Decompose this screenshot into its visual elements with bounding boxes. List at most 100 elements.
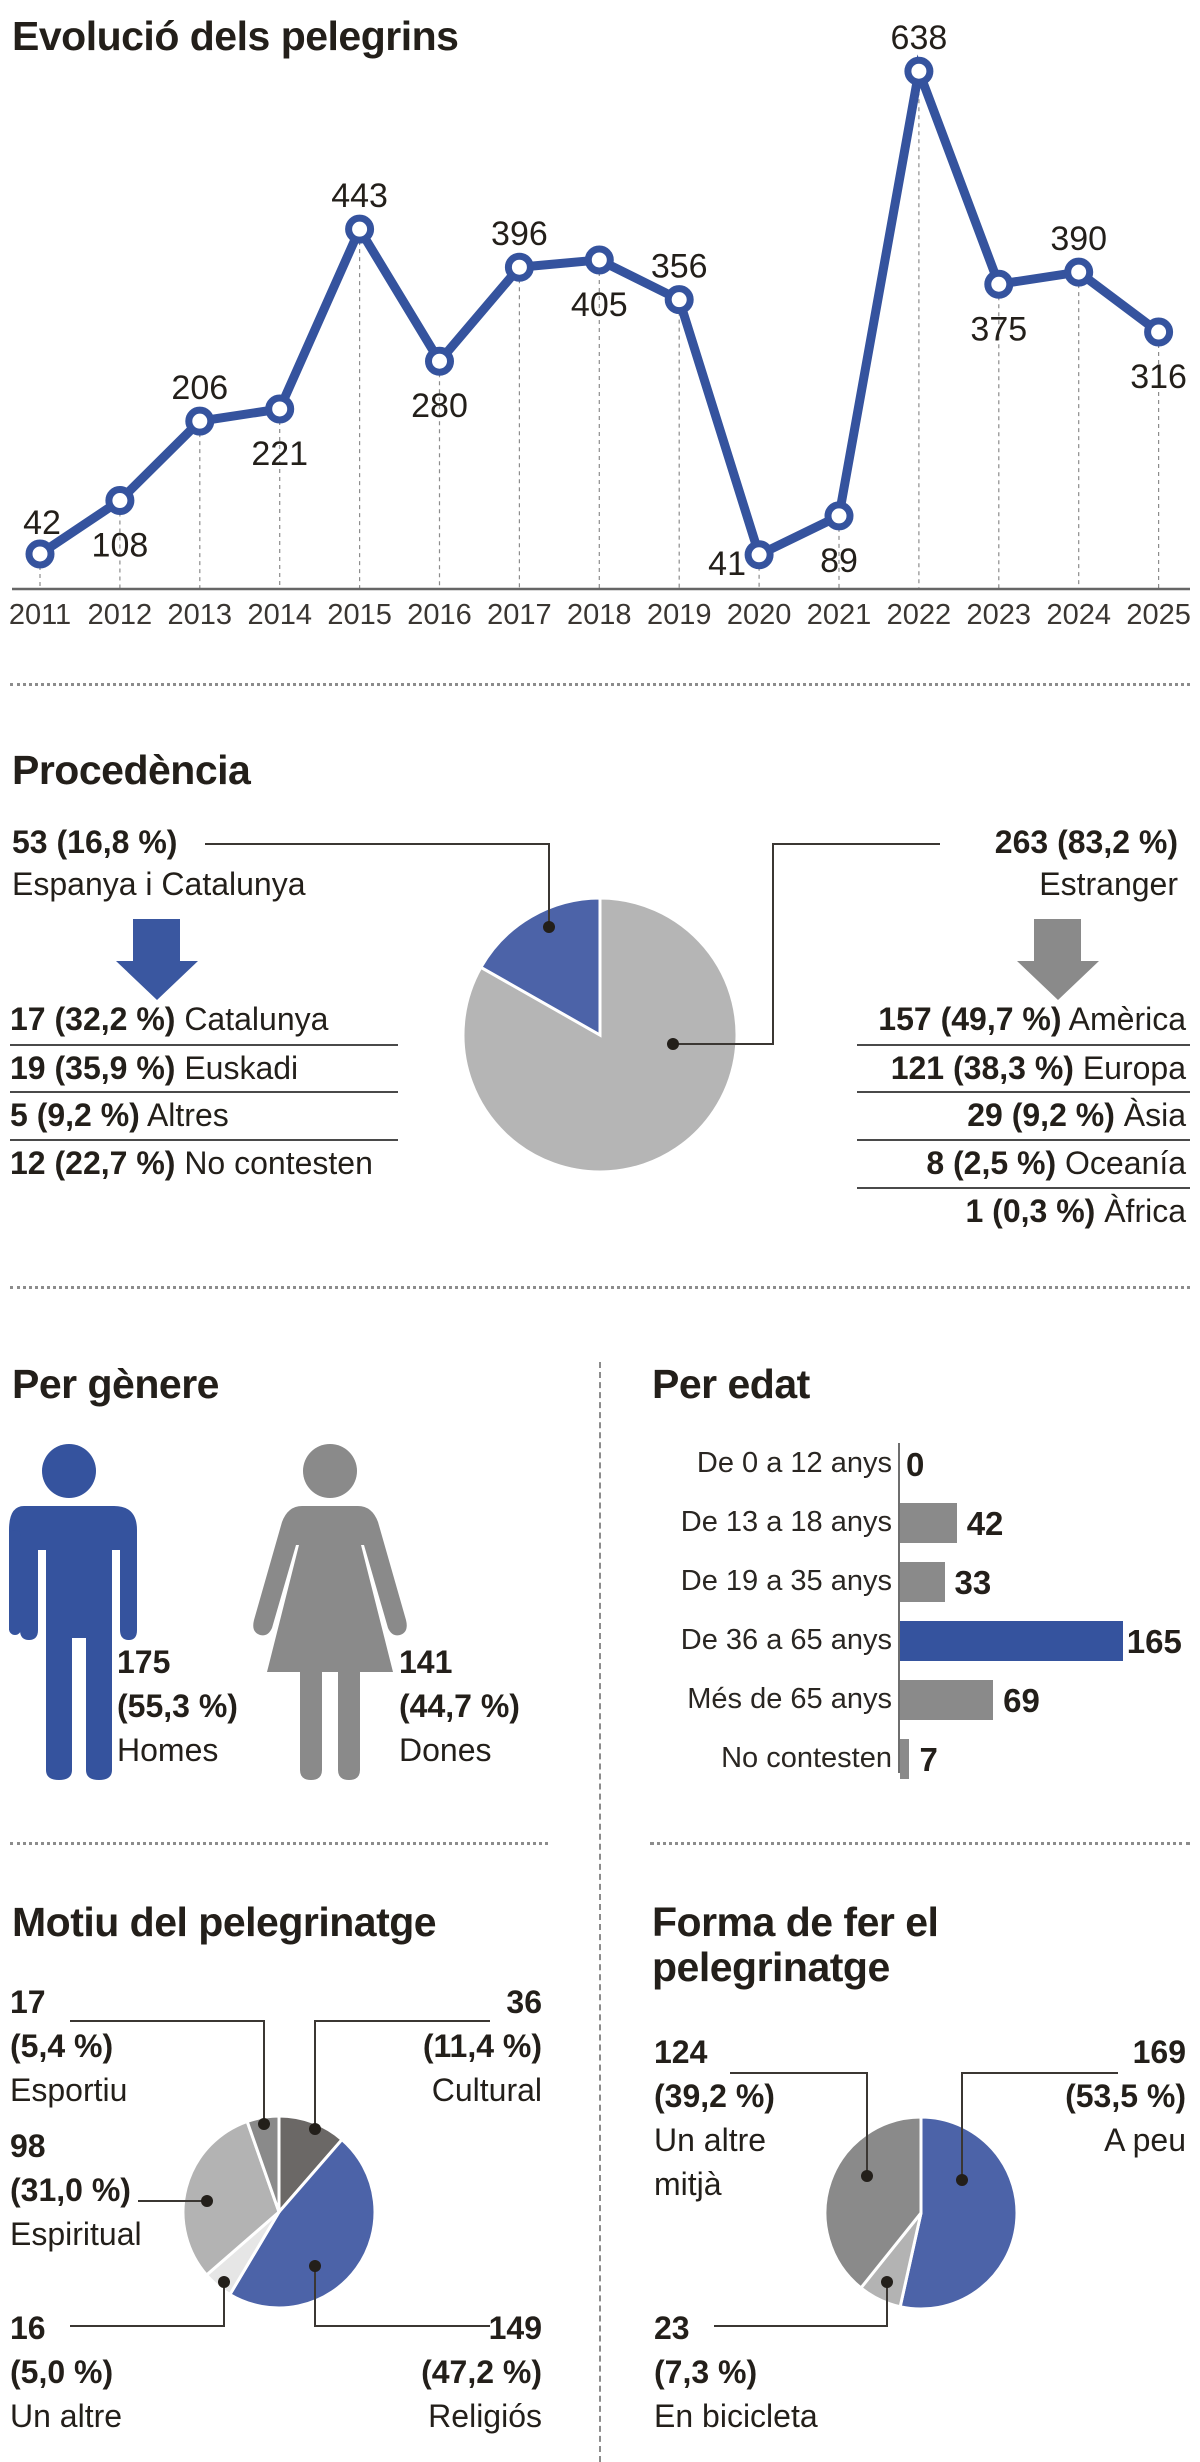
origin-title: Procedència bbox=[12, 747, 251, 793]
age-category-label: Més de 65 anys bbox=[687, 1683, 892, 1715]
leader-line bbox=[714, 2282, 888, 2327]
data-point-marker bbox=[105, 486, 135, 516]
men-count: 175 bbox=[117, 1644, 171, 1680]
evolution-line-chart: 42 108 206 221 443 280 396 405 356 41 89 638 375 390 3… bbox=[9, 19, 1191, 631]
list-item: 17 (32,2 %) Catalunya bbox=[10, 1001, 329, 1037]
list-item: 5 (9,2 %) Altres bbox=[10, 1097, 229, 1133]
year-tick-label: 2012 bbox=[88, 599, 153, 631]
men-stat: 175 (55,3 %) Homes bbox=[117, 1640, 238, 1772]
data-value-label: 206 bbox=[171, 369, 228, 407]
age-category-label: De 0 a 12 anys bbox=[696, 1447, 892, 1479]
column-divider bbox=[599, 1362, 601, 2462]
list-item: 29 (9,2 %) Àsia bbox=[967, 1097, 1186, 1133]
age-category-label: De 19 a 35 anys bbox=[680, 1565, 892, 1597]
age-category-label: De 13 a 18 anys bbox=[680, 1506, 892, 1538]
arrow-down-icon bbox=[116, 919, 198, 1000]
motive-religios: 149 (47,2 %) Religiós bbox=[421, 2310, 542, 2434]
section-divider bbox=[10, 683, 1190, 686]
leader-dot bbox=[201, 2195, 213, 2207]
list-item: 1 (0,3 %) Àfrica bbox=[965, 1193, 1186, 1229]
year-tick-label: 2025 bbox=[1126, 599, 1191, 631]
age-title: Per edat bbox=[652, 1361, 810, 1407]
leader-dot bbox=[218, 2276, 230, 2288]
year-tick-label: 2018 bbox=[567, 599, 632, 631]
spain-label: Espanya i Catalunya bbox=[12, 866, 306, 902]
data-point-marker bbox=[265, 394, 295, 424]
year-tick-label: 2023 bbox=[967, 599, 1032, 631]
data-value-label: 42 bbox=[23, 504, 61, 542]
data-value-label: 316 bbox=[1130, 358, 1187, 396]
leader-dot bbox=[881, 2276, 893, 2288]
row-divider bbox=[857, 1044, 1190, 1046]
mode-bici: 23 (7,3 %) En bicicleta bbox=[654, 2310, 818, 2434]
leader-line bbox=[70, 2282, 225, 2327]
origin-pie-chart bbox=[116, 843, 1099, 1174]
age-value-label: 7 bbox=[919, 1741, 938, 1778]
data-value-label: 443 bbox=[331, 177, 388, 215]
year-tick-label: 2019 bbox=[647, 599, 712, 631]
list-item: 12 (22,7 %) No contesten bbox=[10, 1145, 373, 1181]
motive-cultural: 36 (11,4 %) Cultural bbox=[422, 1984, 542, 2108]
women-stat: 141 (44,7 %) Dones bbox=[399, 1640, 520, 1772]
row-divider bbox=[10, 1044, 398, 1046]
data-point-marker bbox=[504, 252, 534, 282]
data-value-label: 280 bbox=[411, 387, 468, 425]
motive-esportiu: 17 (5,4 %) Esportiu bbox=[10, 1984, 128, 2108]
list-item: 8 (2,5 %) Oceanía bbox=[926, 1145, 1186, 1181]
year-tick-label: 2022 bbox=[887, 599, 952, 631]
section-divider bbox=[10, 1286, 1190, 1289]
leader-dot bbox=[309, 2260, 321, 2272]
age-axis bbox=[898, 1443, 900, 1773]
year-tick-label: 2013 bbox=[168, 599, 233, 631]
men-pct: (55,3 %) bbox=[117, 1688, 238, 1724]
data-value-label: 396 bbox=[491, 215, 548, 253]
data-value-label: 638 bbox=[891, 19, 948, 57]
list-item: 19 (35,9 %) Euskadi bbox=[10, 1050, 299, 1086]
data-point-marker bbox=[345, 214, 375, 244]
age-category-label: De 36 a 65 anys bbox=[680, 1624, 892, 1656]
year-tick-label: 2015 bbox=[327, 599, 392, 631]
age-category-label: No contesten bbox=[721, 1742, 892, 1774]
section-divider bbox=[10, 1842, 548, 1845]
mode-altre: 124 (39,2 %) Un altre mitjà bbox=[654, 2034, 775, 2202]
data-value-label: 405 bbox=[571, 286, 628, 324]
row-divider bbox=[10, 1139, 398, 1141]
pie-slice-altre-mitja bbox=[823, 2115, 923, 2291]
row-divider bbox=[857, 1091, 1190, 1093]
age-bar bbox=[900, 1562, 945, 1602]
gender-title: Per gènere bbox=[12, 1361, 219, 1407]
data-point-marker bbox=[25, 539, 55, 569]
women-count: 141 bbox=[399, 1644, 453, 1680]
men-label: Homes bbox=[117, 1732, 219, 1768]
year-tick-label: 2017 bbox=[487, 599, 552, 631]
age-bar bbox=[900, 1739, 910, 1779]
leader-line bbox=[70, 2020, 265, 2124]
data-point-marker bbox=[744, 540, 774, 570]
age-bar bbox=[900, 1680, 994, 1720]
data-point-marker bbox=[904, 56, 934, 86]
data-point-marker bbox=[1144, 317, 1174, 347]
age-value-label: 0 bbox=[906, 1446, 925, 1483]
leader-dot bbox=[956, 2174, 968, 2186]
leader-dot bbox=[543, 921, 555, 933]
leader-line bbox=[314, 2266, 490, 2327]
leader-dot bbox=[861, 2170, 873, 2182]
motive-altre: 16 (5,0 %) Un altre bbox=[10, 2310, 123, 2434]
age-bar bbox=[900, 1503, 957, 1543]
data-point-marker bbox=[185, 406, 215, 436]
data-point-marker bbox=[425, 346, 454, 376]
age-value-label: 33 bbox=[954, 1564, 992, 1601]
pie-slice-religios bbox=[227, 2137, 377, 2310]
data-value-label: 41 bbox=[708, 545, 746, 583]
age-value-label: 165 bbox=[1126, 1623, 1182, 1660]
list-item: 157 (49,7 %) Amèrica bbox=[878, 1001, 1186, 1037]
motive-espiritual: 98 (31,0 %) Espiritual bbox=[10, 2128, 142, 2252]
section-divider bbox=[650, 1842, 1190, 1845]
data-point-marker bbox=[824, 501, 854, 531]
data-point-marker bbox=[664, 285, 694, 315]
pie-slice-esportiu bbox=[245, 2114, 281, 2213]
leader-dot bbox=[309, 2123, 321, 2135]
motive-pie-chart bbox=[70, 2020, 490, 2327]
women-label: Dones bbox=[399, 1732, 492, 1768]
leader-dot bbox=[667, 1038, 679, 1050]
